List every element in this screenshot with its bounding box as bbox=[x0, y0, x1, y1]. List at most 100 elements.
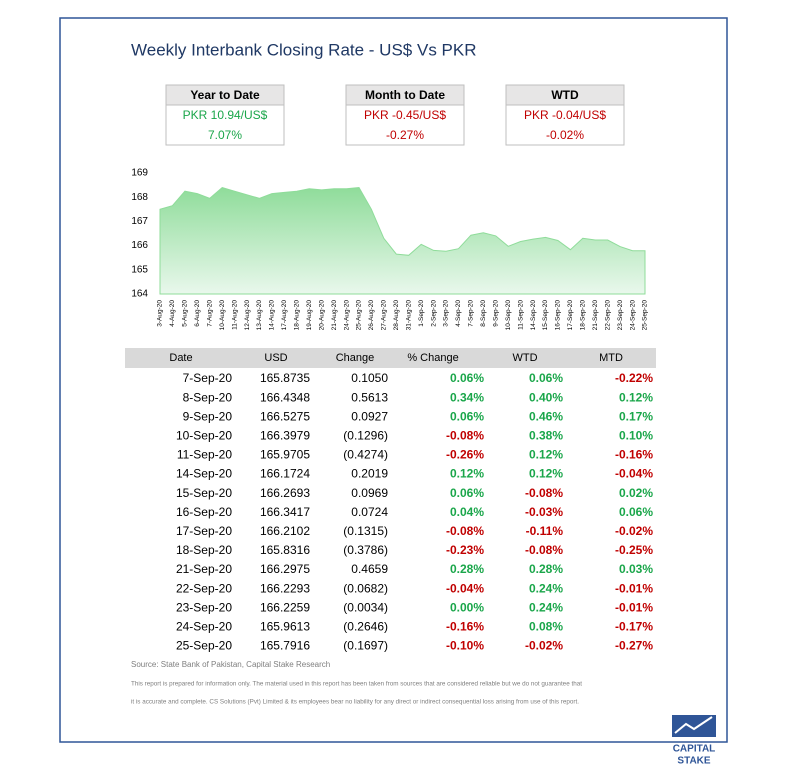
table-cell: 165.9705 bbox=[260, 448, 310, 462]
summary-percent: -0.27% bbox=[386, 128, 424, 142]
table-cell: 0.28% bbox=[450, 562, 484, 576]
table-cell: -0.01% bbox=[615, 581, 653, 595]
table-cell: -0.08% bbox=[446, 524, 484, 538]
table-cell: 0.17% bbox=[619, 409, 653, 423]
y-tick-label: 167 bbox=[131, 216, 148, 227]
table-cell: 166.2975 bbox=[260, 562, 310, 576]
x-tick-label: 21-Sep-20 bbox=[592, 300, 599, 331]
title: Weekly Interbank Closing Rate - US$ Vs P… bbox=[131, 40, 477, 59]
logo-text: STAKE bbox=[677, 756, 710, 767]
x-tick-label: 7-Aug-20 bbox=[206, 300, 213, 327]
table-cell: 0.00% bbox=[450, 600, 484, 614]
table-cell: 18-Sep-20 bbox=[176, 543, 232, 557]
table-header: USD bbox=[264, 352, 287, 364]
y-tick-label: 169 bbox=[131, 168, 148, 179]
summary-box-head bbox=[165, 84, 285, 106]
table-cell: -0.11% bbox=[526, 524, 564, 538]
summary-percent: 7.07% bbox=[208, 128, 242, 142]
x-tick-label: 7-Sep-20 bbox=[468, 300, 475, 327]
table-cell: (0.2646) bbox=[343, 619, 388, 633]
table-header: Change bbox=[336, 352, 375, 364]
table-cell: 16-Sep-20 bbox=[176, 505, 232, 519]
table-header: % Change bbox=[407, 352, 458, 364]
x-tick-label: 16-Sep-20 bbox=[555, 300, 562, 331]
table-cell: 0.06% bbox=[619, 505, 653, 519]
x-tick-label: 31-Aug-20 bbox=[405, 300, 412, 331]
table-cell: 0.08% bbox=[529, 619, 563, 633]
x-tick-label: 11-Aug-20 bbox=[231, 300, 238, 330]
x-tick-label: 14-Sep-20 bbox=[530, 300, 537, 331]
summary-amount: PKR -0.45/US$ bbox=[364, 108, 446, 122]
table-cell: 17-Sep-20 bbox=[176, 524, 232, 538]
table-cell: 166.5275 bbox=[260, 409, 310, 423]
table-cell: -0.16% bbox=[615, 448, 653, 462]
table-cell: 0.02% bbox=[619, 486, 653, 500]
table-cell: 0.04% bbox=[450, 505, 484, 519]
table-cell: 166.2693 bbox=[260, 486, 310, 500]
table-cell: 0.5613 bbox=[351, 390, 388, 404]
x-tick-label: 10-Sep-20 bbox=[505, 300, 512, 331]
table-cell: -0.27% bbox=[615, 639, 653, 653]
x-tick-label: 4-Sep-20 bbox=[455, 300, 462, 327]
table-cell: 0.24% bbox=[529, 600, 563, 614]
table-cell: -0.03% bbox=[525, 505, 563, 519]
table-cell: 0.28% bbox=[529, 562, 563, 576]
logo-text: CAPITAL bbox=[673, 744, 716, 755]
summary-amount: PKR -0.04/US$ bbox=[524, 108, 606, 122]
table-cell: 166.1724 bbox=[260, 467, 310, 481]
table-cell: 166.3417 bbox=[260, 505, 310, 519]
table-header: Date bbox=[169, 352, 192, 364]
table-cell: 165.7916 bbox=[260, 639, 310, 653]
table-cell: (0.1315) bbox=[343, 524, 388, 538]
table-cell: 0.06% bbox=[450, 371, 484, 385]
table-cell: 25-Sep-20 bbox=[176, 639, 232, 653]
table-cell: -0.02% bbox=[525, 639, 563, 653]
table-cell: (0.0034) bbox=[343, 600, 388, 614]
y-tick-label: 165 bbox=[131, 264, 148, 275]
logo bbox=[672, 715, 716, 737]
x-tick-label: 25-Sep-20 bbox=[642, 300, 649, 331]
table-cell: -0.10% bbox=[446, 639, 484, 653]
table-cell: (0.0682) bbox=[343, 581, 388, 595]
x-tick-label: 15-Sep-20 bbox=[542, 300, 549, 331]
x-tick-label: 1-Sep-20 bbox=[418, 300, 425, 327]
table-cell: -0.01% bbox=[615, 600, 653, 614]
area bbox=[159, 186, 646, 295]
table-cell: 0.12% bbox=[529, 467, 563, 481]
table-cell: -0.08% bbox=[525, 543, 563, 557]
x-tick-label: 17-Sep-20 bbox=[567, 300, 574, 331]
table-cell: 7-Sep-20 bbox=[183, 371, 233, 385]
table-cell: -0.23% bbox=[446, 543, 484, 557]
x-tick-label: 17-Aug-20 bbox=[281, 300, 288, 331]
table-cell: 8-Sep-20 bbox=[183, 390, 233, 404]
table-cell: 24-Sep-20 bbox=[176, 619, 232, 633]
table-cell: 14-Sep-20 bbox=[176, 467, 232, 481]
table-cell: 0.40% bbox=[529, 390, 563, 404]
table-cell: -0.04% bbox=[615, 467, 653, 481]
table-cell: 0.38% bbox=[529, 428, 563, 442]
x-tick-label: 21-Aug-20 bbox=[331, 300, 338, 331]
table-cell: 22-Sep-20 bbox=[176, 581, 232, 595]
summary-box-head bbox=[345, 84, 465, 106]
table-cell: -0.08% bbox=[446, 428, 484, 442]
source: Source: State Bank of Pakistan, Capital … bbox=[131, 660, 330, 669]
table-cell: -0.08% bbox=[525, 486, 563, 500]
table-cell: 166.2259 bbox=[260, 600, 310, 614]
x-tick-label: 10-Aug-20 bbox=[219, 300, 226, 331]
y-tick-label: 164 bbox=[131, 289, 148, 300]
table-cell: 165.8316 bbox=[260, 543, 310, 557]
table-cell: 165.8735 bbox=[260, 371, 310, 385]
table-cell: -0.02% bbox=[615, 524, 653, 538]
summary-title: WTD bbox=[551, 88, 579, 102]
x-tick-label: 18-Sep-20 bbox=[580, 300, 587, 331]
y-tick-label: 166 bbox=[131, 240, 148, 251]
table-header: WTD bbox=[512, 352, 537, 364]
summary-amount: PKR 10.94/US$ bbox=[183, 108, 268, 122]
table-cell: 166.4348 bbox=[260, 390, 310, 404]
x-tick-label: 19-Aug-20 bbox=[306, 300, 313, 331]
table-cell: (0.1697) bbox=[343, 639, 388, 653]
x-tick-label: 25-Aug-20 bbox=[356, 300, 363, 331]
table-cell: 0.06% bbox=[450, 409, 484, 423]
x-tick-label: 6-Aug-20 bbox=[194, 300, 201, 327]
summary-title: Year to Date bbox=[190, 88, 260, 102]
